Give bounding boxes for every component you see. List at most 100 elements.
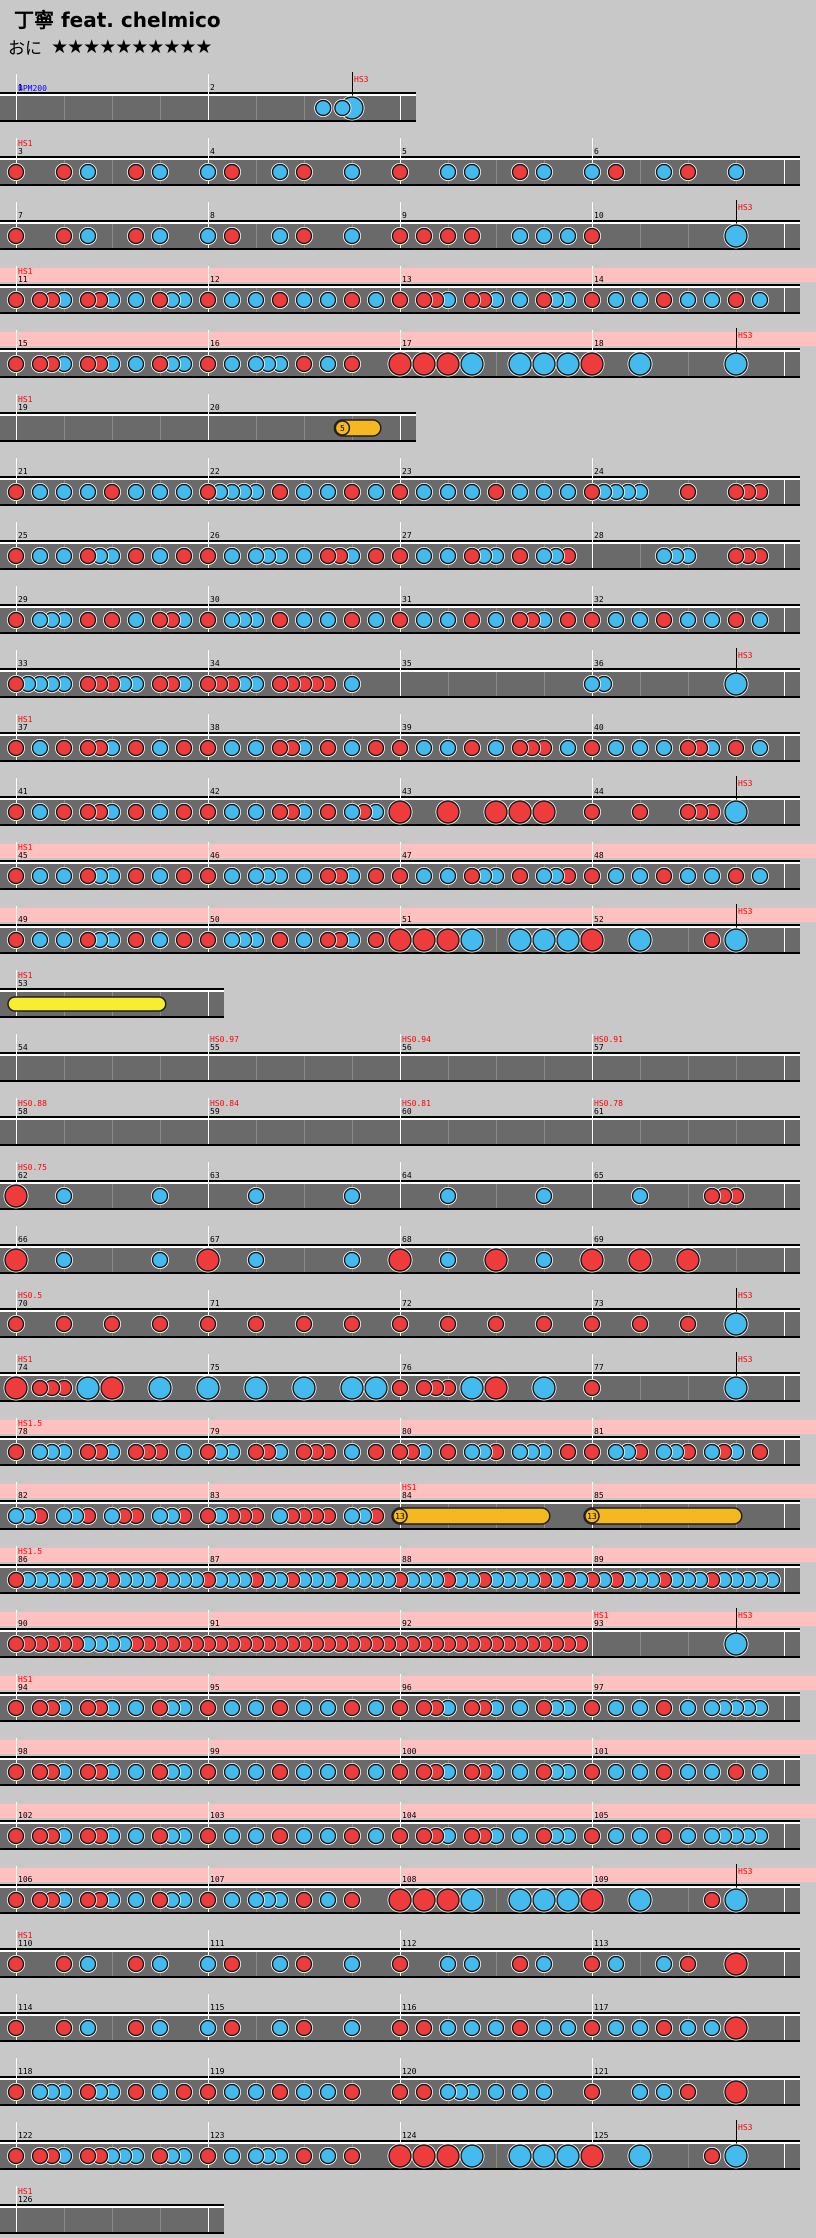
note-face [199, 547, 217, 565]
measure-number: 121 [594, 2067, 609, 2076]
note-face [679, 1827, 697, 1845]
note-face [55, 803, 73, 821]
note-face [31, 291, 49, 309]
note-face [607, 1827, 625, 1845]
measure-number: 25 [18, 531, 28, 540]
note-face [31, 739, 49, 757]
note-face [460, 1376, 484, 1400]
event-label: HS3 [738, 203, 753, 212]
measure-number: 104 [402, 1811, 417, 1820]
note-face [295, 163, 313, 181]
event-label: HS1 [18, 715, 33, 724]
measure-number: 57 [594, 1043, 604, 1052]
note-face [655, 1763, 673, 1781]
note-face [463, 611, 481, 629]
note-face [127, 1763, 145, 1781]
note-face [340, 1376, 364, 1400]
event-label: HS3 [738, 2123, 753, 2132]
note-face [535, 2019, 553, 2037]
measure-number: 47 [402, 851, 412, 860]
note-face [271, 291, 289, 309]
measure-line [208, 74, 209, 120]
note-face [79, 1699, 97, 1717]
note-face [367, 931, 385, 949]
beat-line [688, 1632, 689, 1656]
note-face [727, 867, 745, 885]
note-face [583, 803, 601, 821]
note-face [508, 352, 532, 376]
measure-line [16, 458, 17, 504]
note-face [511, 1763, 529, 1781]
note-face [79, 867, 97, 885]
note-face [559, 611, 577, 629]
note-face [391, 1827, 409, 1845]
measure-line [592, 650, 593, 696]
note-face [460, 352, 484, 376]
note-face [487, 1315, 505, 1333]
note-face [247, 2083, 265, 2101]
note-face [439, 227, 457, 245]
event-label: HS1 [18, 267, 33, 276]
note-face [319, 2147, 337, 2165]
beat-line [112, 2208, 113, 2232]
note-face [631, 2083, 649, 2101]
note-face [271, 1955, 289, 1973]
lane-bottom-border [0, 1848, 800, 1850]
note-face [367, 1763, 385, 1781]
note-face [79, 291, 97, 309]
lane-bottom-border [0, 504, 800, 506]
event-label: HS0.94 [402, 1035, 431, 1044]
note-face [31, 1827, 49, 1845]
note-face [535, 1187, 553, 1205]
event-label: HS0.84 [210, 1099, 239, 1108]
note-face [439, 2083, 457, 2101]
note-face [31, 547, 49, 565]
note-face [271, 163, 289, 181]
event-label: HS0.75 [18, 1163, 47, 1172]
note-face [655, 739, 673, 757]
beat-line [448, 1120, 449, 1144]
measure-number: 112 [402, 1939, 417, 1948]
note-face [295, 1699, 313, 1717]
note-face [628, 352, 652, 376]
measure-number: 45 [18, 851, 28, 860]
note-face [676, 1248, 700, 1272]
roll-head [392, 1508, 408, 1524]
note-face [367, 1443, 385, 1461]
note-face [127, 1699, 145, 1717]
measure-line [592, 1930, 593, 1976]
note-face [535, 1251, 553, 1269]
measure-line [208, 138, 209, 184]
measure-number: 51 [402, 915, 412, 924]
note-face [31, 611, 49, 629]
note-face [31, 355, 49, 373]
note-face [484, 800, 508, 824]
chart-row: 7 8 9 10 HS3 [0, 200, 800, 250]
lane-bottom-border [0, 1976, 800, 1978]
note-face [55, 227, 73, 245]
difficulty-label: おに [8, 39, 42, 59]
note-face [7, 1699, 25, 1717]
note-face [391, 1955, 409, 1973]
beat-line [112, 2016, 113, 2040]
note-face [607, 163, 625, 181]
measure-line [16, 1546, 17, 1592]
note-face [199, 2019, 217, 2037]
beat-line [256, 2016, 257, 2040]
beat-line [496, 352, 497, 376]
beat-line [688, 1888, 689, 1912]
note-face [7, 291, 25, 309]
note-face [199, 1699, 217, 1717]
note-face [655, 291, 673, 309]
measure-number: 61 [594, 1107, 604, 1116]
measure-line [592, 1034, 593, 1080]
note-face [631, 1827, 649, 1845]
note-face [439, 1315, 457, 1333]
note-face [628, 1248, 652, 1272]
note-face [31, 1699, 49, 1717]
chart-row: 15 16 17 18 HS3 [0, 328, 816, 378]
note-face [535, 1315, 553, 1333]
note-face [436, 928, 460, 952]
note-face [295, 1443, 313, 1461]
measure-line [592, 1162, 593, 1208]
